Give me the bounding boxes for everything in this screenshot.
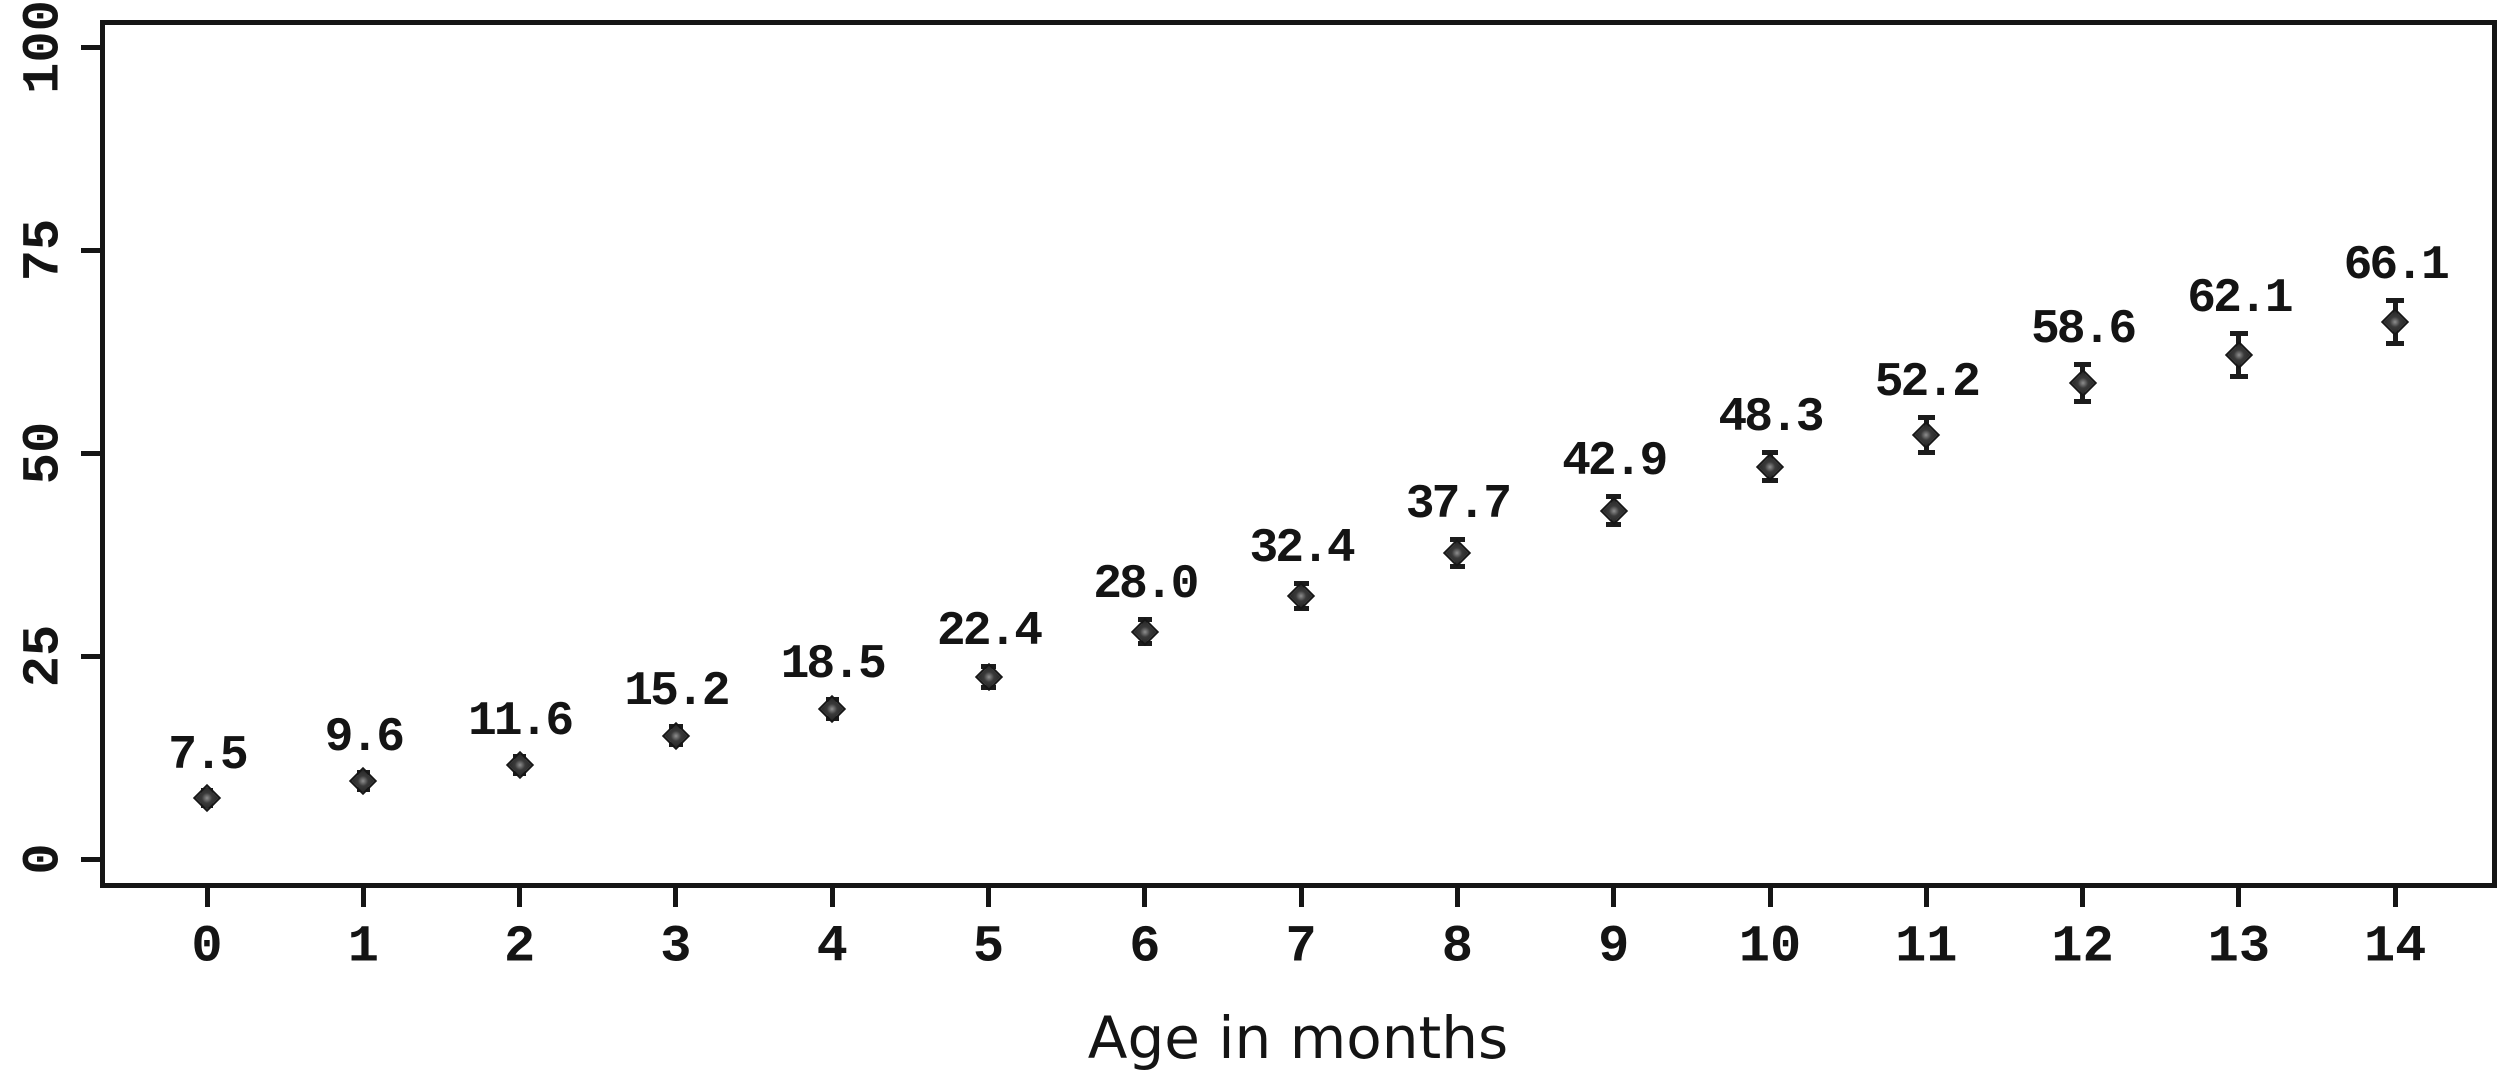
data-point-value-label: 9.6	[324, 711, 405, 766]
x-tick-mark	[360, 888, 366, 907]
x-tick-mark	[1142, 888, 1148, 907]
y-tick-mark	[81, 856, 100, 862]
y-tick-label: 25	[14, 624, 74, 688]
x-tick-label: 0	[191, 917, 223, 977]
error-bar-cap-top	[2229, 330, 2248, 336]
error-bar-cap-bottom	[2386, 341, 2405, 347]
x-tick-mark	[2392, 888, 2398, 907]
y-tick-mark	[81, 44, 100, 50]
y-tick-mark	[81, 653, 100, 659]
data-point-value-label: 58.6	[2030, 303, 2137, 358]
data-point-value-label: 62.1	[2187, 271, 2293, 326]
error-bar-cap-bottom	[1917, 450, 1935, 455]
error-bar-cap-bottom	[2073, 398, 2092, 404]
x-tick-label: 1	[347, 917, 379, 977]
data-point-value-label: 18.5	[780, 638, 887, 693]
x-tick-label: 6	[1129, 917, 1161, 977]
x-tick-label: 10	[1738, 917, 1802, 977]
error-bar-cap-top	[1917, 415, 1935, 421]
data-point-value-label: 66.1	[2343, 239, 2450, 294]
x-tick-mark	[1454, 888, 1460, 907]
x-tick-label: 8	[1441, 917, 1473, 977]
y-tick-label: 75	[14, 218, 74, 282]
x-tick-label: 12	[2051, 917, 2114, 977]
x-tick-label: 9	[1598, 917, 1630, 977]
data-point-value-label: 48.3	[1718, 391, 1824, 446]
y-tick-label: 50	[14, 421, 74, 485]
x-tick-mark	[986, 888, 991, 907]
x-tick-mark	[204, 888, 210, 907]
data-point-value-label: 32.4	[1249, 521, 1355, 576]
y-tick-label: 100	[14, 0, 74, 94]
y-tick-mark	[81, 450, 100, 456]
x-tick-mark	[2080, 888, 2086, 907]
x-tick-label: 7	[1285, 917, 1317, 977]
error-bar-cap-top	[2386, 298, 2405, 304]
y-tick-label: 0	[14, 843, 74, 875]
x-tick-label: 3	[660, 917, 692, 977]
x-tick-mark	[517, 888, 523, 907]
x-tick-mark	[673, 888, 679, 907]
error-bar-cap-top	[2073, 362, 2092, 368]
data-point-value-label: 42.9	[1562, 435, 1668, 490]
data-point-value-label: 52.2	[1874, 356, 1981, 411]
x-tick-label: 14	[2363, 917, 2427, 977]
error-bar-cap-bottom	[2229, 373, 2248, 379]
y-tick-mark	[81, 247, 100, 253]
x-axis-title: Age in months	[1087, 1004, 1509, 1072]
x-tick-label: 2	[503, 917, 536, 977]
data-point-value-label: 28.0	[1093, 558, 1199, 613]
x-tick-mark	[1923, 888, 1929, 907]
x-tick-label: 5	[972, 917, 1005, 977]
x-tick-mark	[1611, 888, 1617, 907]
data-point-value-label: 7.5	[168, 728, 248, 783]
x-tick-label: 11	[1895, 917, 1958, 977]
x-tick-mark	[829, 888, 835, 907]
data-point-value-label: 22.4	[936, 604, 1043, 659]
data-point-value-label: 15.2	[624, 664, 730, 719]
x-tick-label: 13	[2207, 917, 2271, 977]
data-point-value-label: 37.7	[1405, 478, 1512, 533]
x-tick-mark	[2236, 888, 2242, 907]
data-point-value-label: 11.6	[467, 694, 574, 749]
x-tick-label: 4	[816, 917, 848, 977]
x-tick-mark	[1767, 888, 1773, 907]
plot-area	[100, 20, 2497, 888]
x-tick-mark	[1298, 888, 1304, 907]
